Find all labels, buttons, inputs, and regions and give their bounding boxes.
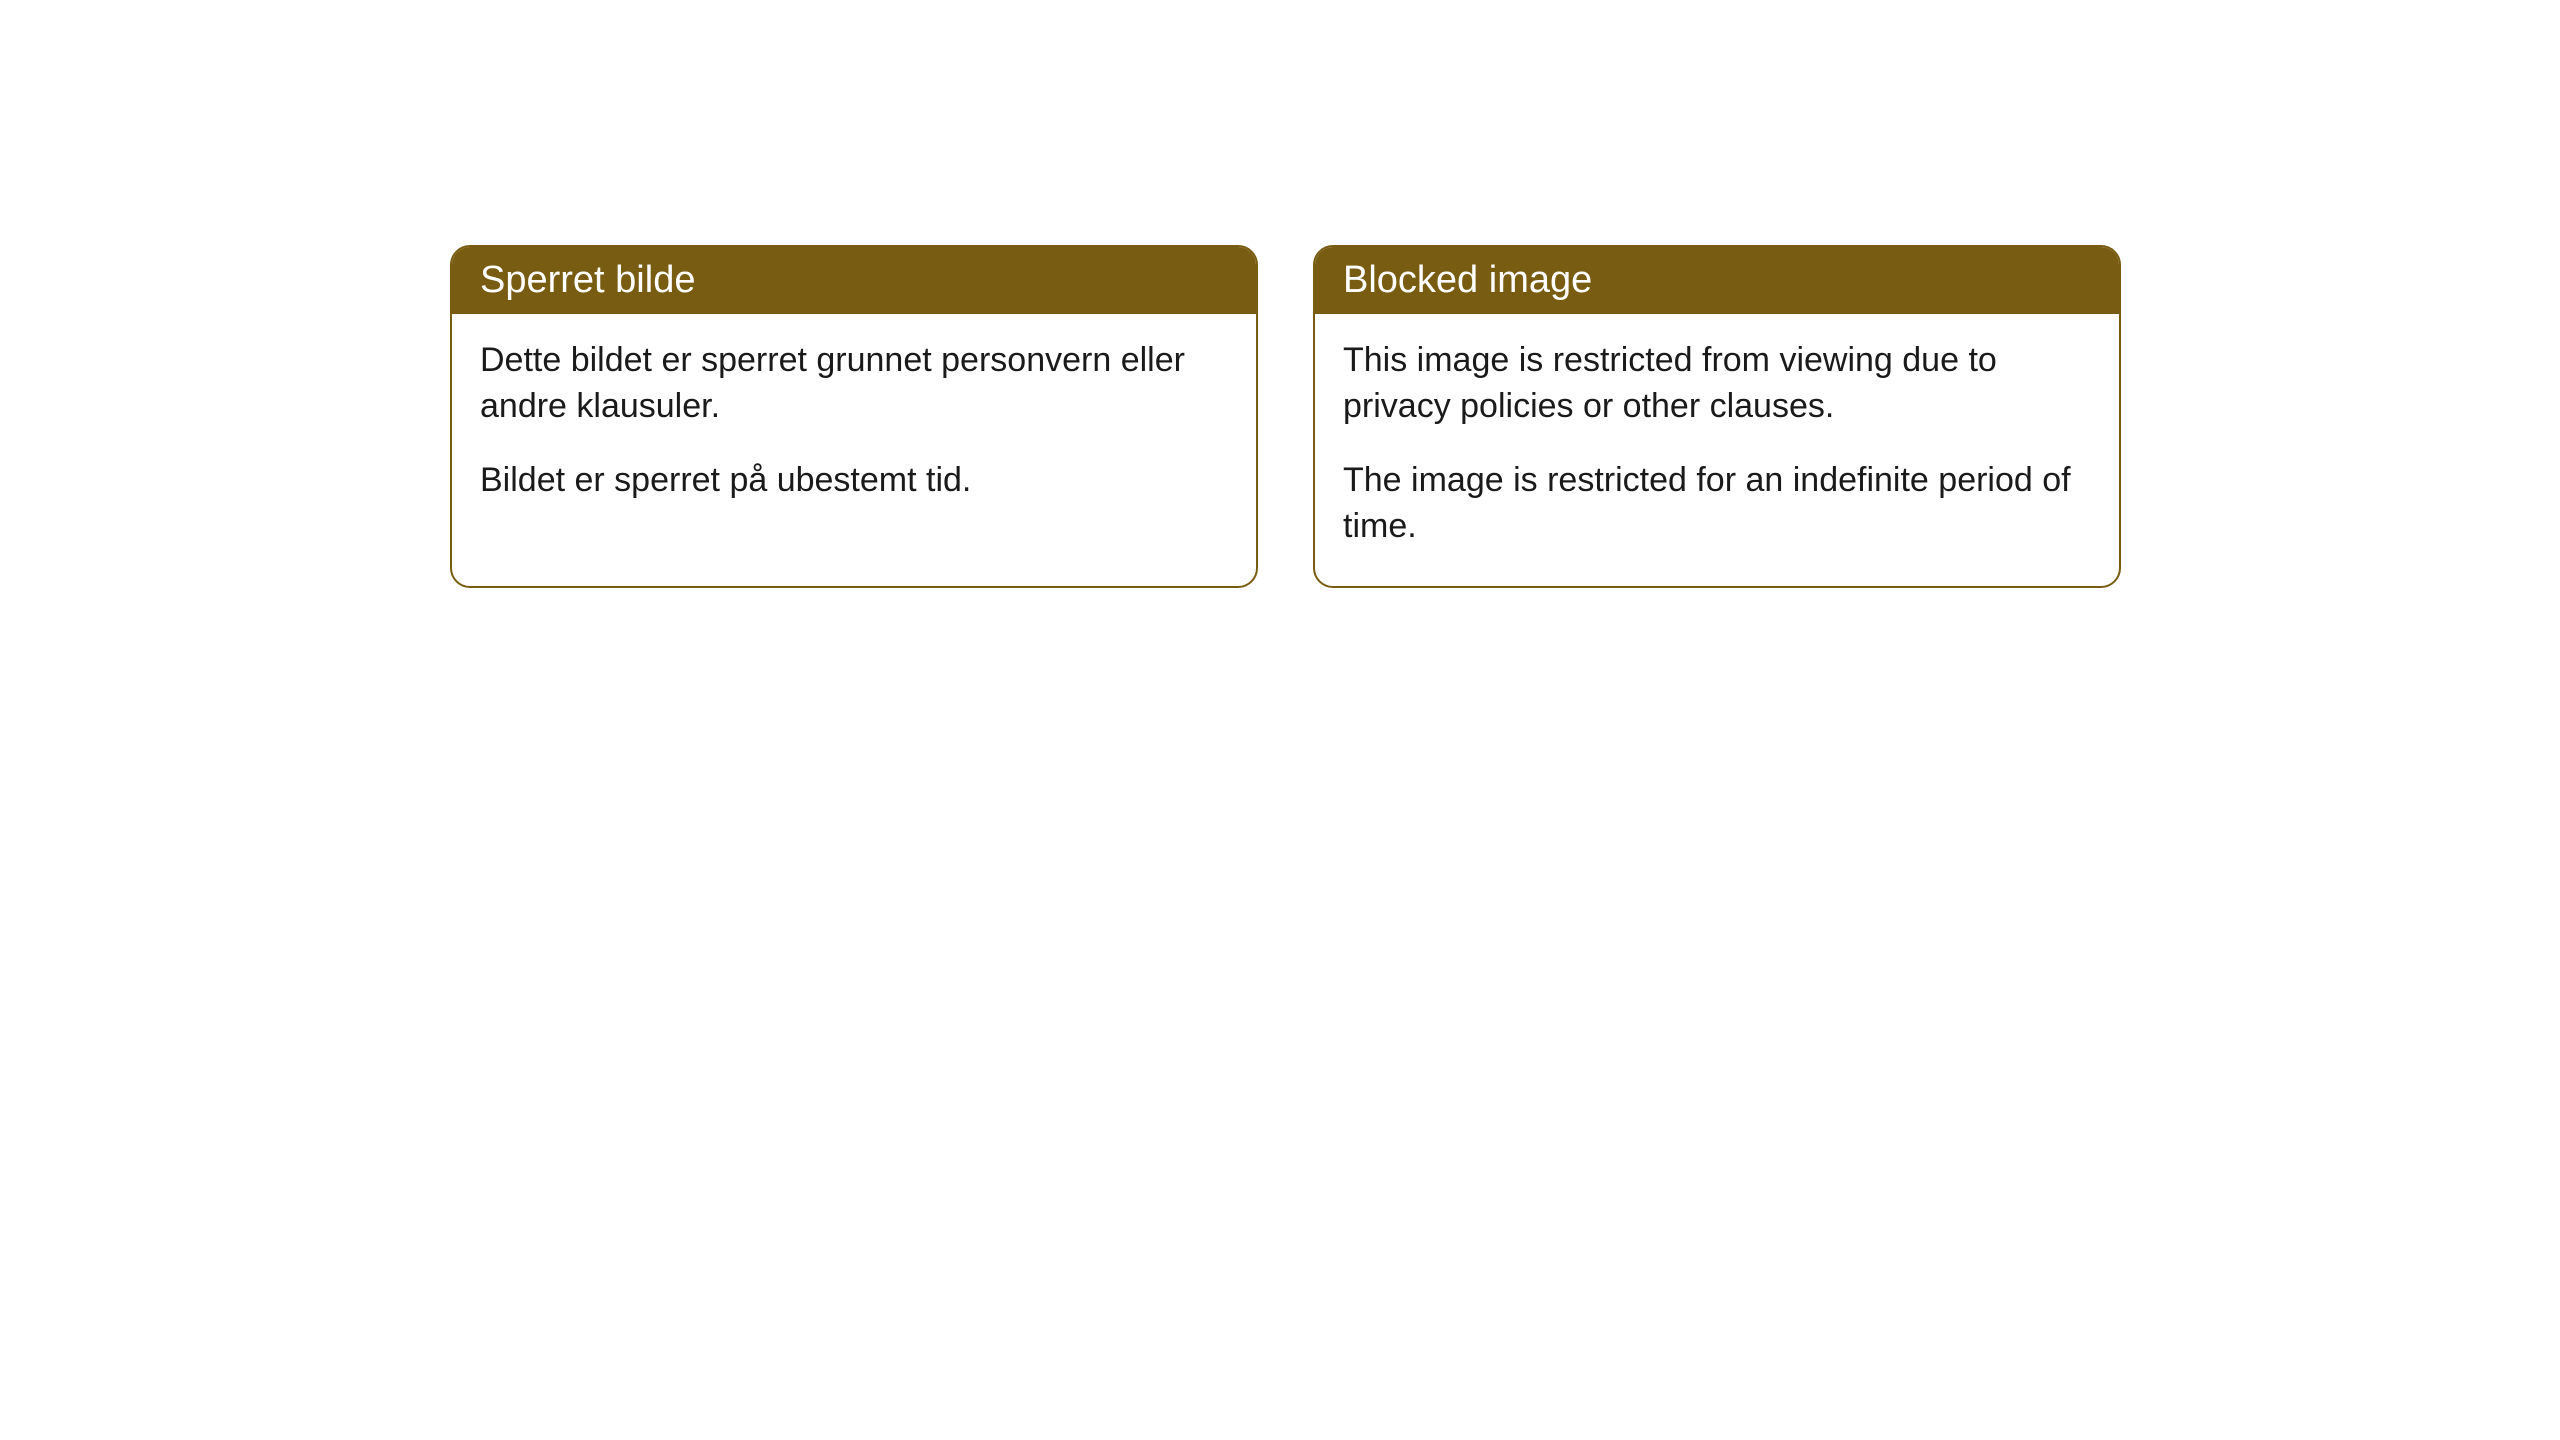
card-body: Dette bildet er sperret grunnet personve… [452,314,1256,540]
card-paragraph: The image is restricted for an indefinit… [1343,458,2091,550]
blocked-image-card-english: Blocked image This image is restricted f… [1313,245,2121,588]
card-header: Sperret bilde [452,247,1256,314]
card-paragraph: This image is restricted from viewing du… [1343,338,2091,430]
card-paragraph: Bildet er sperret på ubestemt tid. [480,458,1228,504]
card-title: Blocked image [1343,259,1592,301]
notice-cards-container: Sperret bilde Dette bildet er sperret gr… [450,245,2121,588]
blocked-image-card-norwegian: Sperret bilde Dette bildet er sperret gr… [450,245,1258,588]
card-header: Blocked image [1315,247,2119,314]
card-title: Sperret bilde [480,259,695,301]
card-paragraph: Dette bildet er sperret grunnet personve… [480,338,1228,430]
card-body: This image is restricted from viewing du… [1315,314,2119,586]
